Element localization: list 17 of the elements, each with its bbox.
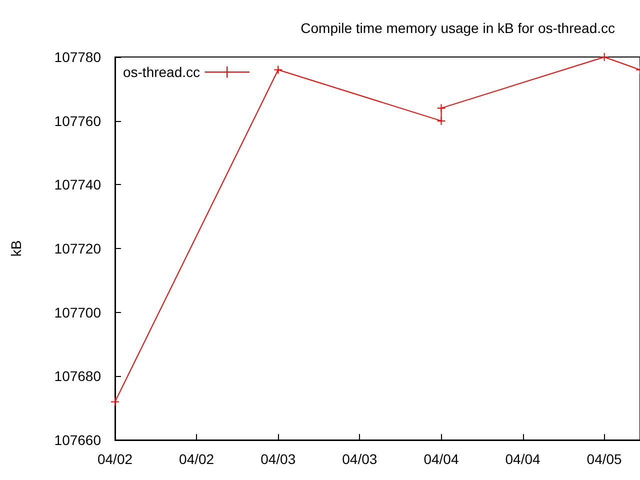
x-tick-label: 04/03 bbox=[342, 451, 378, 467]
y-tick-label: 107720 bbox=[54, 240, 102, 256]
y-tick-label: 107740 bbox=[54, 176, 102, 193]
x-tick-label: 04/04 bbox=[424, 451, 459, 467]
y-tick-label: 107780 bbox=[54, 49, 102, 65]
y-tick-label: 107760 bbox=[54, 112, 102, 129]
x-tick-label: 04/03 bbox=[260, 451, 296, 467]
x-tick-label: 04/02 bbox=[179, 451, 214, 467]
y-axis-title: kB bbox=[8, 240, 24, 257]
chart-title: Compile time memory usage in kB for os-thread.cc bbox=[300, 20, 616, 36]
y-tick-label: 107700 bbox=[54, 304, 102, 320]
x-tick-label: 04/04 bbox=[505, 451, 540, 467]
x-tick-label: 04/05 bbox=[586, 451, 622, 467]
y-tick-label: 107660 bbox=[54, 432, 102, 448]
x-tick-label: 04/02 bbox=[97, 451, 133, 467]
y-tick-label: 107680 bbox=[54, 368, 102, 384]
legend-label: os-thread.cc bbox=[122, 64, 200, 80]
